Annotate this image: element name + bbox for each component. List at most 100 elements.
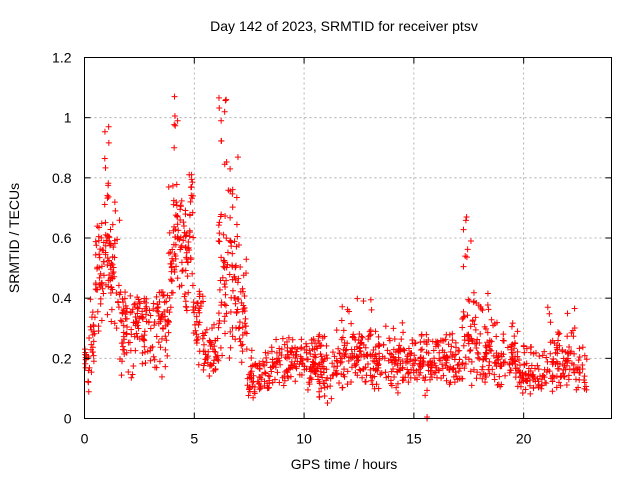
data-point bbox=[90, 358, 97, 365]
data-point bbox=[298, 371, 305, 378]
data-point bbox=[410, 369, 417, 376]
data-point bbox=[394, 362, 401, 369]
data-point bbox=[175, 227, 182, 234]
data-point bbox=[131, 333, 138, 340]
data-point bbox=[119, 296, 126, 303]
data-point bbox=[183, 307, 190, 314]
data-point bbox=[226, 271, 233, 278]
data-point bbox=[101, 128, 108, 135]
data-point bbox=[425, 362, 432, 369]
data-point bbox=[216, 94, 223, 101]
data-point bbox=[238, 342, 245, 349]
data-point bbox=[171, 113, 178, 120]
data-point bbox=[374, 367, 381, 374]
data-point bbox=[96, 254, 103, 261]
data-point bbox=[243, 330, 250, 337]
data-point bbox=[336, 379, 343, 386]
data-point bbox=[221, 318, 228, 325]
data-point bbox=[436, 355, 443, 362]
data-point bbox=[459, 324, 466, 331]
data-point bbox=[352, 362, 359, 369]
data-point bbox=[460, 263, 467, 270]
data-point bbox=[439, 361, 446, 368]
data-point bbox=[98, 220, 105, 227]
data-point bbox=[150, 353, 157, 360]
data-point bbox=[476, 355, 483, 362]
data-point bbox=[220, 258, 227, 265]
data-point bbox=[372, 328, 379, 335]
data-point bbox=[104, 255, 111, 262]
data-point bbox=[220, 263, 227, 270]
data-point bbox=[279, 335, 286, 342]
data-point bbox=[310, 336, 317, 343]
data-point bbox=[557, 374, 564, 381]
data-point bbox=[484, 302, 491, 309]
data-point bbox=[412, 356, 419, 363]
data-point bbox=[139, 335, 146, 342]
data-point bbox=[195, 321, 202, 328]
data-point bbox=[465, 340, 472, 347]
data-point bbox=[512, 340, 519, 347]
data-point bbox=[221, 313, 228, 320]
data-point bbox=[367, 366, 374, 373]
data-point bbox=[303, 343, 310, 350]
data-point bbox=[459, 375, 466, 382]
data-point bbox=[422, 392, 429, 399]
data-point bbox=[104, 311, 111, 318]
data-point bbox=[469, 317, 476, 324]
data-point bbox=[212, 349, 219, 356]
data-point bbox=[182, 211, 189, 218]
data-point bbox=[239, 332, 246, 339]
data-point bbox=[158, 373, 165, 380]
data-point bbox=[241, 292, 248, 299]
data-point bbox=[93, 242, 100, 249]
data-point bbox=[235, 241, 242, 248]
data-point bbox=[174, 221, 181, 228]
data-point bbox=[551, 375, 558, 382]
data-point bbox=[236, 335, 243, 342]
data-point bbox=[269, 356, 276, 363]
data-point bbox=[151, 318, 158, 325]
data-point bbox=[187, 184, 194, 191]
data-point bbox=[235, 325, 242, 332]
x-tick-label: 15 bbox=[406, 431, 422, 447]
data-point bbox=[486, 362, 493, 369]
data-point bbox=[401, 347, 408, 354]
data-point bbox=[115, 282, 122, 289]
data-point bbox=[469, 338, 476, 345]
data-point bbox=[527, 390, 534, 397]
data-point bbox=[351, 353, 358, 360]
data-point bbox=[452, 339, 459, 346]
data-point bbox=[147, 325, 154, 332]
data-point bbox=[465, 333, 472, 340]
data-point bbox=[227, 214, 234, 221]
data-point bbox=[164, 317, 171, 324]
data-point bbox=[357, 340, 364, 347]
data-point bbox=[185, 239, 192, 246]
data-point bbox=[350, 354, 357, 361]
data-point bbox=[212, 365, 219, 372]
data-point bbox=[532, 365, 539, 372]
data-point bbox=[351, 346, 358, 353]
data-point bbox=[538, 376, 545, 383]
data-point bbox=[496, 373, 503, 380]
data-point bbox=[534, 375, 541, 382]
data-point bbox=[235, 275, 242, 282]
data-point bbox=[450, 373, 457, 380]
data-point bbox=[560, 366, 567, 373]
data-point bbox=[368, 377, 375, 384]
data-point bbox=[256, 386, 263, 393]
data-point bbox=[232, 277, 239, 284]
data-point bbox=[327, 383, 334, 390]
data-point bbox=[563, 381, 570, 388]
data-point bbox=[442, 336, 449, 343]
data-point bbox=[535, 366, 542, 373]
data-point bbox=[129, 306, 136, 313]
data-point bbox=[555, 337, 562, 344]
data-point bbox=[203, 326, 210, 333]
data-point bbox=[174, 117, 181, 124]
data-point bbox=[526, 382, 533, 389]
data-point bbox=[161, 299, 168, 306]
data-point bbox=[217, 213, 224, 220]
data-point bbox=[256, 381, 263, 388]
